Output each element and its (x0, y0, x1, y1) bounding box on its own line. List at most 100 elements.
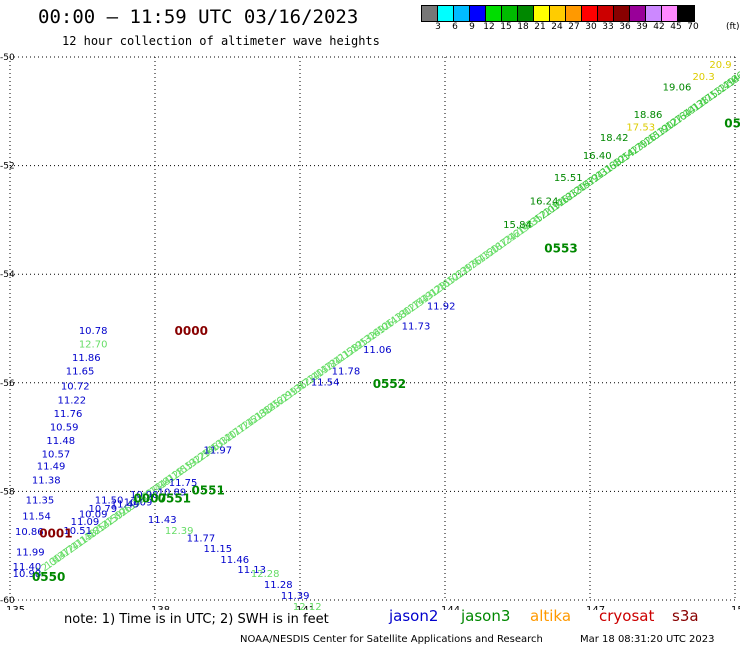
jason2-observation: 11.76 (54, 409, 83, 420)
color-scale-label: 15 (500, 22, 512, 32)
altika-observation: 20.9 (709, 60, 731, 71)
legend-item-altika: altika (530, 607, 572, 625)
jason2-observation: 10.51 (63, 526, 92, 537)
jason2-observation: 11.77 (187, 533, 216, 544)
jason3-observation: 16.24 (530, 197, 559, 208)
color-scale-label: 42 (653, 22, 665, 32)
jason2-observation: 10.78 (79, 326, 108, 337)
pass-time-label: 0001 (39, 527, 72, 541)
jason2-observation: 11.13 (237, 565, 266, 576)
longitude-tick-label: 150 (731, 605, 740, 610)
jason2-observation: 11.99 (16, 547, 45, 558)
jason2-observation: 10.59 (50, 423, 79, 434)
jason2-observation: 11.65 (66, 367, 95, 378)
jason2-observation: 11.15 (204, 544, 233, 555)
color-scale-label: 6 (452, 22, 458, 32)
jason2-observation: 10.98 (130, 490, 159, 501)
jason2-observation: 11.40 (13, 562, 42, 573)
wave-height-color-scale (421, 5, 695, 22)
color-scale-label: 21 (534, 22, 546, 32)
jason2-observation: 11.54 (311, 378, 340, 389)
jason2-observation: 11.43 (148, 515, 177, 526)
jason2-observation: 11.54 (22, 512, 51, 523)
color-scale-label: 36 (619, 22, 631, 32)
jason3-observation: 19.06 (663, 83, 692, 94)
color-scale-label: 18 (517, 22, 529, 32)
jason2-observation: 10.79 (88, 504, 117, 515)
color-swatch (502, 6, 518, 21)
color-swatch (454, 6, 470, 21)
jason2-observation: 11.78 (332, 367, 361, 378)
jason3-observation: 16.40 (583, 151, 612, 162)
jason2-observation: 11.09 (71, 517, 100, 528)
color-swatch (630, 6, 646, 21)
jason2-observation: 11.49 (111, 500, 140, 511)
longitude-tick-label: 147 (586, 605, 605, 610)
altika-observation: 20.3 (692, 72, 714, 83)
footer-timestamp: Mar 18 08:31:20 UTC 2023 (580, 634, 715, 645)
jason2-observation: 11.39 (281, 591, 310, 602)
color-scale-label: 33 (602, 22, 614, 32)
jason2-observation: 11.49 (37, 462, 66, 473)
latitude-tick-label: -60 (0, 596, 15, 606)
jason2-observation: 11.48 (46, 436, 75, 447)
color-swatch (486, 6, 502, 21)
pass-time-label: 0007 (133, 491, 166, 505)
altika-observation: 17.53 (626, 122, 655, 133)
jason2-observation: 11.92 (427, 301, 456, 312)
jason2-observation: 10.98 (13, 569, 42, 580)
jason2-observation: 10.86 (15, 527, 44, 538)
pass-time-label: 05 (724, 117, 740, 131)
jason2-observation: 11.75 (169, 478, 198, 489)
jason2-observation: 11.73 (402, 322, 431, 333)
jason3-observation: 12.39 (165, 526, 194, 537)
altimeter-map: 135138141144147150-50-52-54-56-58-6012.0… (0, 53, 740, 610)
color-scale-label: 70 (687, 22, 699, 32)
color-scale-label: 12 (483, 22, 495, 32)
latitude-tick-label: -52 (0, 162, 15, 172)
color-swatch (534, 6, 550, 21)
jason2-observation: 11.97 (204, 445, 233, 456)
jason2-observation: 11.46 (220, 555, 249, 566)
pass-time-label: 0553 (544, 241, 577, 255)
color-swatch (438, 6, 454, 21)
color-scale-label: 24 (551, 22, 563, 32)
longitude-tick-label: 141 (296, 605, 315, 610)
jason2-observation: 10.09 (124, 498, 153, 509)
color-swatch (646, 6, 662, 21)
jason2-observation: 11.50 (95, 495, 124, 506)
jason2-observation: 11.28 (264, 580, 293, 591)
color-scale-label: 27 (568, 22, 580, 32)
jason3-observation: 15.84 (503, 220, 532, 231)
color-scale-label: 9 (469, 22, 475, 32)
page-title: 00:00 – 11:59 UTC 03/16/2023 (38, 6, 359, 28)
jason3-observation: 18.86 (634, 110, 663, 121)
page-subtitle: 12 hour collection of altimeter wave hei… (62, 34, 380, 48)
color-scale-label: 45 (670, 22, 682, 32)
jason3-observation: 12.70 (79, 340, 108, 351)
jason2-observation: 10.72 (61, 381, 90, 392)
color-swatch (598, 6, 614, 21)
color-swatch (422, 6, 438, 21)
footer-note: note: 1) Time is in UTC; 2) SWH is in fe… (64, 612, 329, 627)
footer-credit: NOAA/NESDIS Center for Satellite Applica… (240, 634, 543, 645)
pass-time-label: 0552 (373, 377, 406, 391)
color-scale-label: 30 (585, 22, 597, 32)
jason2-observation: 11.86 (72, 353, 101, 364)
color-swatch (582, 6, 598, 21)
color-scale-label: 39 (636, 22, 648, 32)
latitude-tick-label: -58 (0, 487, 15, 497)
legend-item-s3a: s3a (672, 607, 699, 625)
latitude-tick-label: -54 (0, 270, 15, 280)
pass-time-label: 0550 (32, 570, 65, 584)
jason2-observation: 10.09 (79, 509, 108, 520)
jason3-observation: 12.28 (251, 569, 280, 580)
latitude-tick-label: -50 (0, 53, 15, 63)
color-swatch (470, 6, 486, 21)
color-scale-unit: (ft) (726, 22, 740, 32)
jason2-observation: 11.38 (32, 475, 61, 486)
jason3-observation: 18.42 (600, 133, 629, 144)
color-swatch (566, 6, 582, 21)
pass-time-label: 0551 (158, 491, 191, 505)
jason2-observation: 10.89 (158, 488, 187, 499)
